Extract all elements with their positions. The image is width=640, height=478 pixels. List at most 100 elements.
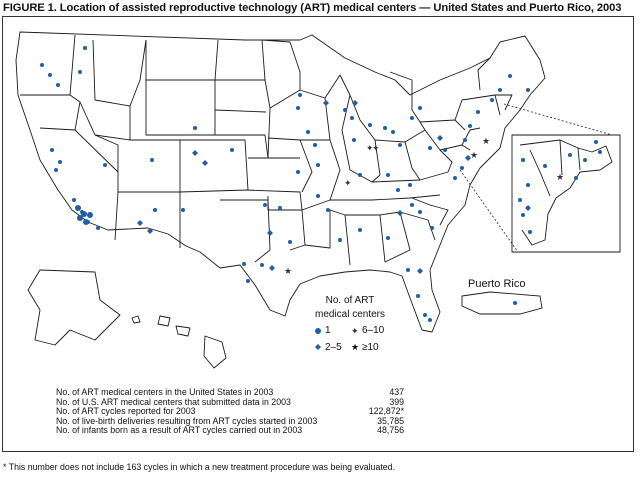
stat-label: No. of ART cycles reported for 2003 [56, 406, 196, 417]
stats-row: No. of live-birth deliveries resulting f… [56, 415, 404, 427]
center-marker [406, 268, 410, 272]
center-marker [368, 123, 372, 127]
center-marker [397, 210, 403, 216]
stat-value: 35,785 [377, 415, 404, 426]
center-marker [358, 228, 362, 232]
center-marker [352, 138, 356, 142]
center-marker [50, 148, 54, 152]
center-marker [418, 210, 422, 214]
center-marker [490, 98, 494, 102]
center-marker [343, 108, 347, 112]
center-marker [460, 166, 464, 170]
stat-label: No. of infants born as a result of ART c… [56, 425, 303, 436]
stat-label: No. of live-birth deliveries resulting f… [56, 415, 318, 426]
legend-title: No. of ART medical centers [300, 294, 400, 322]
center-marker [56, 83, 60, 87]
center-marker [437, 135, 443, 141]
legend-label-1: 1 [325, 325, 331, 336]
center-marker [430, 226, 434, 230]
figure-frame [2, 16, 634, 452]
center-marker [410, 116, 414, 120]
center-marker [498, 88, 502, 92]
center-marker: ★ [482, 137, 490, 147]
center-marker [298, 93, 302, 97]
center-marker [513, 301, 517, 305]
stats-row: No. of infants born as a result of ART c… [56, 426, 404, 436]
center-marker [468, 124, 472, 128]
northeast-inset-box [511, 134, 621, 253]
center-marker [408, 183, 412, 187]
stats-table: No. of ART medical centers in the United… [56, 387, 404, 436]
center-marker [278, 206, 282, 210]
center-marker [453, 176, 457, 180]
center-marker [398, 143, 402, 147]
center-marker [40, 63, 44, 67]
center-marker [192, 150, 198, 156]
center-marker [352, 100, 358, 106]
center-marker: ★ [284, 267, 292, 277]
center-marker [323, 100, 329, 106]
center-marker [526, 88, 530, 92]
center-marker [230, 148, 234, 152]
center-marker [72, 198, 76, 202]
center-marker [147, 228, 153, 234]
stat-value: 122,872* [368, 406, 404, 417]
center-marker [313, 143, 317, 147]
center-marker [81, 211, 87, 217]
stat-label: No. of ART medical centers in the United… [56, 387, 274, 397]
center-marker [386, 236, 390, 240]
legend-label-10-plus: ≥10 [362, 342, 379, 353]
center-marker [568, 153, 572, 157]
stats-row: No. of U.S. ART medical centers that sub… [56, 396, 404, 408]
legend-title-line2: medical centers [314, 309, 386, 320]
center-marker [87, 212, 93, 218]
legend-symbol-star: ★ [351, 343, 359, 353]
center-marker [443, 148, 447, 152]
center-marker [260, 263, 264, 267]
center-marker [428, 318, 432, 322]
center-marker [476, 110, 480, 114]
center-marker [418, 106, 422, 110]
legend-label-2-5: 2–5 [325, 342, 342, 353]
stat-value: 48,756 [377, 425, 404, 436]
center-marker [528, 230, 532, 234]
center-marker [103, 163, 107, 167]
center-marker [526, 183, 530, 187]
center-marker [316, 163, 320, 167]
center-marker [288, 240, 292, 244]
center-marker [316, 194, 320, 198]
stat-label: No. of U.S. ART medical centers that sub… [56, 396, 291, 407]
center-marker [153, 208, 157, 212]
center-marker [269, 265, 275, 271]
legend-symbol-diamond [315, 344, 321, 350]
center-marker: ✦ [366, 144, 374, 154]
stats-row: No. of ART medical centers in the United… [56, 387, 404, 398]
center-marker [78, 70, 82, 74]
us-outline [15, 31, 546, 333]
center-marker [75, 205, 81, 211]
center-marker [242, 262, 246, 266]
center-marker [96, 226, 100, 230]
center-marker [598, 150, 602, 154]
center-marker [326, 208, 330, 212]
center-marker [518, 198, 522, 202]
puerto-rico-outline [461, 291, 543, 315]
center-marker [416, 294, 420, 298]
center-marker [193, 126, 197, 130]
stat-value: 399 [389, 396, 404, 407]
alaska-outline [27, 269, 121, 346]
center-marker [508, 74, 512, 78]
center-marker [525, 205, 531, 211]
center-marker: ★ [470, 151, 478, 161]
center-marker [137, 220, 143, 226]
legend-symbol-cross-diamond: ✦ [351, 327, 359, 337]
center-marker [543, 164, 547, 168]
center-marker [296, 106, 300, 110]
center-marker [386, 173, 390, 177]
center-marker [202, 160, 208, 166]
legend-label-6-10: 6–10 [362, 325, 385, 336]
hawaii-big-island [203, 335, 227, 369]
center-marker [296, 170, 300, 174]
center-marker [417, 268, 423, 274]
